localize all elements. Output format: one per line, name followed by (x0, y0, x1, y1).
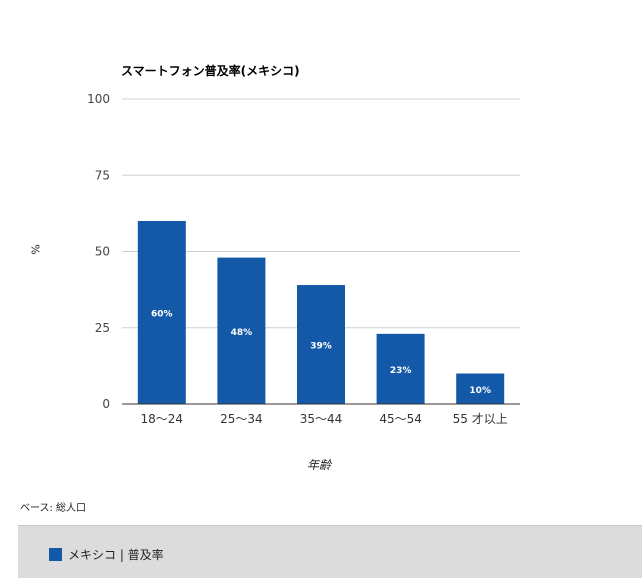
legend-item[interactable]: メキシコ | 普及率 (49, 546, 164, 563)
bar[interactable] (217, 257, 266, 404)
y-tick-label: 0 (102, 397, 110, 411)
data-labels: 60% 48% 39% 23% 10% (151, 310, 491, 396)
y-tick-labels: 0 25 50 75 100 (87, 92, 110, 411)
bar-data-label: 23% (390, 366, 412, 376)
bar[interactable] (297, 285, 345, 404)
bars (137, 221, 505, 405)
bar-data-label: 60% (151, 310, 173, 320)
x-tick-label: 45～54 (379, 412, 422, 426)
y-axis-title: % (29, 244, 43, 255)
x-tick-label: 55 才以上 (453, 412, 508, 426)
legend-panel: メキシコ | 普及率 (18, 525, 642, 578)
bar-data-label: 39% (310, 342, 332, 352)
y-tick-label: 50 (95, 245, 110, 259)
y-tick-label: 75 (95, 168, 110, 182)
x-axis-title: 年齢 (307, 458, 332, 472)
legend-swatch (49, 548, 62, 561)
legend-label: メキシコ | 普及率 (68, 548, 164, 562)
bar[interactable] (376, 333, 425, 404)
x-tick-label: 25～34 (220, 412, 263, 426)
x-tick-label: 18～24 (141, 412, 184, 426)
bar[interactable] (137, 221, 186, 404)
bar-data-label: 48% (231, 328, 253, 338)
y-tick-label: 25 (95, 321, 110, 335)
x-tick-labels: 18～24 25～34 35～44 45～54 55 才以上 (141, 412, 508, 426)
y-tick-label: 100 (87, 92, 110, 106)
chart-title: スマートフォン普及率(メキシコ) (121, 64, 300, 78)
bar[interactable] (456, 373, 505, 405)
x-tick-label: 35～44 (300, 412, 343, 426)
base-footnote: ベース: 総人口 (20, 503, 87, 514)
bar-chart: 0 25 50 75 100 60% 48% 39% 23% 10% 18～24 25～34 35～… (87, 92, 520, 426)
bar-data-label: 10% (469, 386, 491, 396)
